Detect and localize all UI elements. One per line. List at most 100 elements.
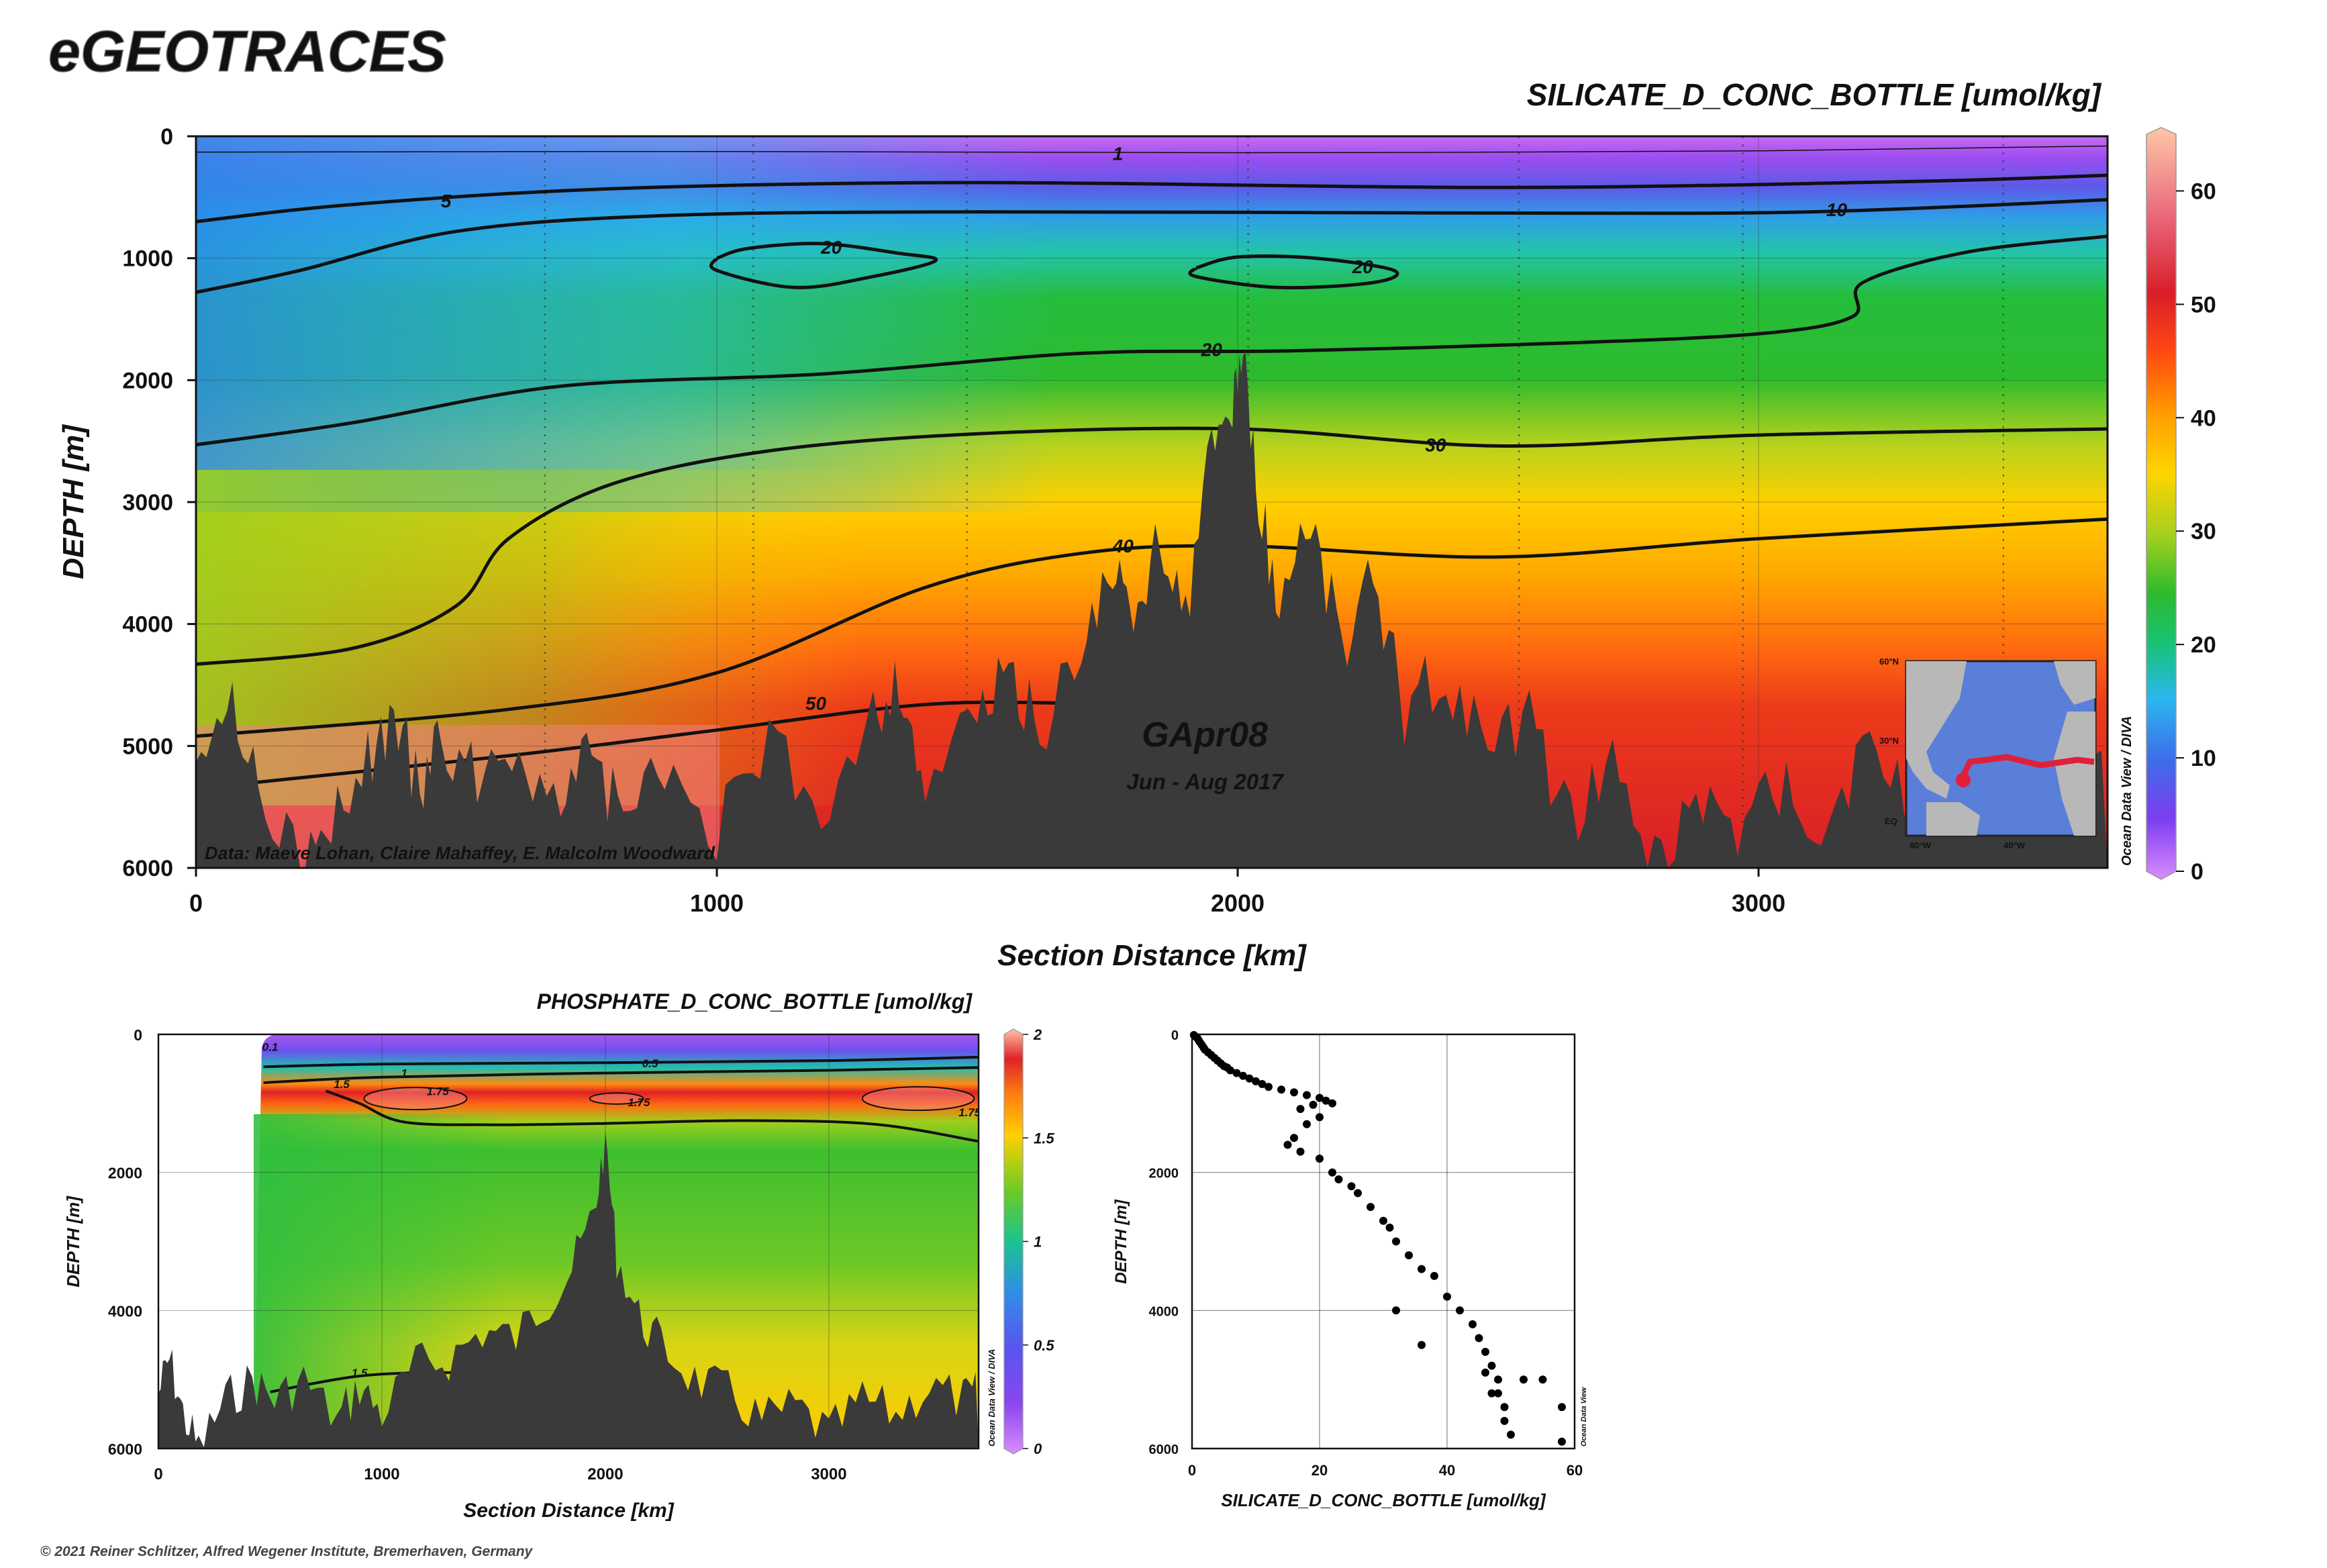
silicate-colorbar-tick-label: 50	[2191, 292, 2216, 317]
scatter-point	[1379, 1216, 1387, 1225]
scatter-point	[1316, 1113, 1324, 1122]
silicate-colorbar-tick-label: 20	[2191, 632, 2216, 658]
silicate-colorbar-tick-label: 30	[2191, 519, 2216, 544]
scatter-point	[1354, 1189, 1362, 1197]
silicate-contour-label: 20	[1352, 256, 1374, 277]
phosphate-contour-label: 1.75	[427, 1085, 450, 1097]
scatter-credit: Ocean Data View	[1580, 1386, 1588, 1447]
silicate-x-tick-label: 0	[189, 889, 203, 917]
scatter-point	[1328, 1168, 1336, 1177]
scatter-xlabel: SILICATE_D_CONC_BOTTLE [umol/kg]	[1221, 1490, 1546, 1510]
silicate-contour-label: 40	[1112, 536, 1134, 556]
scatter-point	[1430, 1271, 1438, 1280]
inset-lat-30n: 30°N	[1879, 736, 1899, 746]
inset-map-land-africa	[2054, 712, 2095, 836]
scatter-point	[1443, 1292, 1451, 1301]
silicate-x-tick-label: 3000	[1732, 889, 1785, 917]
silicate-contour-label: 50	[805, 693, 827, 714]
phosphate-y-tick-label: 4000	[108, 1302, 142, 1320]
inset-map-station-marker	[1956, 773, 1971, 787]
inset-lon-40w: 40°W	[2003, 840, 2026, 850]
scatter-point	[1296, 1147, 1305, 1156]
scatter-point	[1405, 1251, 1413, 1260]
scatter-point	[1277, 1085, 1285, 1094]
inset-lat-eq: EQ	[1885, 816, 1897, 826]
silicate-station-lines	[544, 136, 2005, 868]
phosphate-y-tick-label: 0	[134, 1026, 142, 1044]
silicate-contour-30	[196, 426, 2108, 667]
phosphate-y-ticks: 0 2000 4000 6000	[108, 1026, 142, 1458]
brand-logo: eGEOTRACES	[48, 19, 446, 84]
silicate-section-plot: SILICATE_D_CONC_BOTTLE [umol/kg] 1 5 10 20 2…	[57, 77, 2216, 972]
scatter-point	[1456, 1306, 1464, 1315]
silicate-colorbar: 0 10 20 30 40 50 60 Ocean Data View / DIVA	[2120, 127, 2216, 885]
scatter-point	[1334, 1175, 1343, 1183]
phosphate-contour-label: 1.5	[334, 1078, 350, 1091]
scatter-point	[1322, 1096, 1330, 1105]
silicate-bathymetry	[196, 350, 2108, 868]
scatter-point	[1475, 1334, 1483, 1342]
silicate-colorbar-tick-label: 40	[2191, 405, 2216, 431]
inset-lat-60n: 60°N	[1879, 656, 1899, 667]
phosphate-x-ticks: 0 1000 2000 3000	[154, 1465, 846, 1483]
silicate-y-tick-label: 4000	[122, 612, 173, 638]
silicate-y-tick-label: 3000	[122, 490, 173, 516]
scatter-point	[1290, 1088, 1298, 1097]
scatter-point	[1296, 1105, 1305, 1114]
scatter-point	[1494, 1389, 1502, 1398]
phosphate-colorbar-credit: Ocean Data View / DIVA	[987, 1349, 997, 1447]
scatter-point	[1507, 1430, 1515, 1439]
silicate-colorbar-tick-label: 60	[2191, 179, 2216, 204]
silicate-y-tick-label: 1000	[122, 246, 173, 272]
scatter-point	[1494, 1375, 1502, 1384]
phosphate-contour-1-5	[326, 1089, 979, 1143]
scatter-point	[1232, 1069, 1241, 1077]
phosphate-contour-1-75	[861, 1086, 975, 1112]
scatter-point	[1258, 1080, 1267, 1088]
silicate-colorbar-body	[2146, 127, 2177, 880]
scatter-point	[1290, 1134, 1298, 1142]
silicate-y-tick-label: 6000	[122, 856, 173, 881]
scatter-point	[1385, 1223, 1394, 1232]
silicate-contour-label: 5	[441, 191, 452, 211]
inset-map-land-south-america	[1926, 802, 1980, 836]
scatter-point	[1316, 1093, 1324, 1102]
data-credit: Data: Maeve Lohan, Claire Mahaffey, E. M…	[205, 843, 715, 863]
scatter-ylabel: DEPTH [m]	[1112, 1199, 1130, 1283]
scatter-point	[1309, 1100, 1318, 1109]
silicate-contour-5	[196, 173, 2108, 224]
phosphate-contour-1	[263, 1066, 979, 1084]
scatter-point	[1303, 1091, 1311, 1099]
scatter-point	[1392, 1237, 1400, 1246]
scatter-point	[1538, 1375, 1547, 1384]
silicate-ylabel: DEPTH [m]	[57, 424, 90, 579]
scatter-y-tick-label: 6000	[1149, 1442, 1179, 1457]
phosphate-colorbar-tick-label: 1	[1034, 1234, 1042, 1251]
scatter-point	[1303, 1120, 1311, 1128]
scatter-point	[1469, 1320, 1477, 1328]
scatter-y-tick-label: 2000	[1149, 1167, 1179, 1181]
scatter-frame	[1191, 1033, 1576, 1450]
silicate-contour-20	[1188, 254, 1399, 290]
copyright-note: © 2021 Reiner Schlitzer, Alfred Wegener …	[40, 1544, 534, 1559]
phosphate-x-tick-label: 3000	[811, 1465, 846, 1483]
phosphate-contour-label: 0.1	[262, 1041, 279, 1054]
scatter-point	[1316, 1155, 1324, 1163]
inset-lon-80w: 80°W	[1910, 840, 1932, 850]
silicate-contour-label: 20	[1201, 340, 1223, 360]
phosphate-colorbar-tick-label: 1.5	[1034, 1130, 1054, 1146]
cruise-label: GApr08	[1142, 716, 1268, 754]
phosphate-contour-label: 1.5	[352, 1367, 368, 1379]
silicate-contour-1	[196, 145, 2108, 154]
silicate-y-tick-label: 2000	[122, 368, 173, 393]
scatter-x-tick-label: 20	[1311, 1462, 1328, 1479]
scatter-point	[1226, 1066, 1234, 1075]
scatter-point	[1520, 1375, 1528, 1384]
scatter-x-ticks: 0 20 40 60	[1188, 1462, 1583, 1479]
scatter-point	[1487, 1389, 1496, 1398]
silicate-colorbar-credit: Ocean Data View / DIVA	[2120, 716, 2134, 866]
phosphate-y-tick-label: 6000	[108, 1440, 142, 1458]
scatter-point	[1239, 1071, 1247, 1080]
silicate-y-ticks: 0 1000 2000 3000 4000 5000 6000	[122, 124, 196, 881]
